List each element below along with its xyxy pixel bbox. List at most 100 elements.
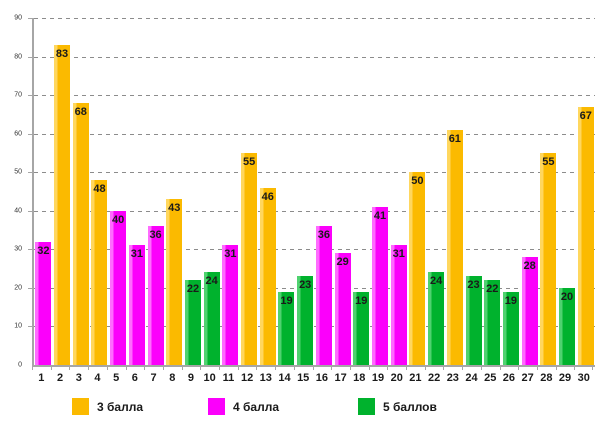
bar-value-label: 50 [411,175,424,188]
bar-value-label: 67 [579,109,592,122]
x-axis-tick [106,365,108,370]
bar-23: 61 [446,129,463,365]
bar-8: 43 [166,199,183,365]
x-axis-tick-label: 4 [94,372,101,384]
bar-slot: 24 [202,18,221,365]
bar-17: 29 [334,253,351,365]
y-axis-tick [28,287,34,289]
legend-label: 5 баллов [383,399,437,414]
legend: 3 балла 4 балла 5 баллов [0,398,600,428]
x-axis-tick-label: 27 [521,372,534,384]
x-axis-tick-label: 17 [334,372,347,384]
legend-label: 3 балла [97,399,144,414]
x-axis-tick [424,365,426,370]
x-axis-tick [144,365,146,370]
x-axis-tick-label: 14 [278,372,291,384]
gridline [34,18,595,19]
bar-3: 68 [72,102,89,365]
x-axis-tick-label: 21 [409,372,422,384]
x-axis-tick-label: 18 [353,372,366,384]
plot-area: 32 83 68 48 40 31 36 43 22 24 31 55 46 19 23 36 29 19 41 31… [28,18,595,367]
x-axis-tick-label: 8 [169,372,176,384]
bar-16: 36 [315,226,332,365]
bar-1: 32 [35,241,52,365]
gridline [34,287,595,289]
bar-value-label: 22 [186,283,200,296]
x-axis-tick-label: 6 [131,372,138,384]
x-axis-tick [125,365,127,370]
bar-value-label: 36 [149,229,162,242]
bar-slot: 67 [576,18,595,365]
y-axis-tick [28,18,34,19]
bar-28: 55 [540,152,557,365]
legend-label: 4 балла [233,399,280,414]
x-axis-tick-label: 13 [259,372,272,384]
x-axis-tick [555,365,557,370]
x-axis-tick [406,365,407,370]
bar-value-label: 46 [261,190,274,203]
legend-item: 5 баллов [358,398,437,415]
x-axis-tick [181,365,183,370]
y-axis-tick-label: 80 [14,53,22,61]
bar-value-label: 19 [504,294,518,307]
y-axis-tick-label: 90 [14,14,22,22]
bar-value-label: 31 [392,248,405,261]
x-axis-tick-label: 16 [315,372,329,384]
bar-10: 24 [203,272,220,365]
bar-slot: 31 [128,18,147,365]
x-axis-tick [480,365,482,370]
x-axis-tick-label: 26 [502,372,516,384]
x-axis-tick [349,365,351,370]
x-axis-tick [574,365,576,370]
bar-value-label: 41 [373,209,387,222]
bar-6: 31 [128,245,145,365]
x-axis-tick [592,365,593,370]
x-axis-tick [237,365,239,370]
x-axis-tick [162,365,164,370]
x-axis-tick [256,365,258,370]
x-axis-tick [518,365,520,370]
y-axis-tick-label: 30 [14,245,22,253]
bar-slot: 55 [539,18,558,365]
bar-slot: 23 [296,18,315,365]
bar-18: 19 [353,291,370,365]
x-axis-tick [88,365,90,370]
bar-24: 23 [465,276,482,365]
x-axis-tick-label: 5 [113,372,120,384]
legend-item: 4 балла [208,398,279,415]
bar-value-label: 22 [486,283,499,296]
gridline [34,172,595,174]
bar-value-label: 19 [280,294,293,307]
x-axis-tick [312,365,314,370]
gridline [34,326,595,328]
y-axis-tick [28,133,34,135]
bar-value-label: 48 [93,182,106,195]
x-axis-tick-label: 19 [371,372,385,384]
x-axis-tick [499,365,501,370]
bar-slot: 19 [352,18,371,365]
x-axis-tick-label: 7 [150,372,157,384]
y-axis-tick-label: 0 [18,361,22,369]
bar-slot: 40 [109,18,128,365]
y-axis-tick [28,210,34,212]
bar-4: 48 [91,179,108,365]
bar-25: 22 [484,280,501,365]
x-axis-labels: 1 2 3 4 5 6 7 8 9 10 11 12 13 14 15 16 17 18 19 20 21 22 23 24 2… [32,372,593,384]
bar-slot: 22 [483,18,502,365]
legend-item: 3 балла [72,398,143,415]
bar-value-label: 28 [523,260,536,273]
x-axis-tick [536,365,538,370]
bar-slot: 31 [389,18,408,365]
bar-slot: 41 [371,18,390,365]
bar-slot: 61 [445,18,464,365]
y-axis-tick-label: 50 [14,168,22,176]
bar-slot: 22 [184,18,203,365]
bar-12: 55 [241,152,258,365]
x-axis-tick [293,365,295,370]
bar-value-label: 24 [429,275,443,288]
bar-slot: 50 [408,18,427,365]
bar-value-label: 24 [205,275,218,288]
y-axis-labels: 0 10 20 30 40 50 60 70 80 90 [0,14,26,369]
bar-slot: 23 [464,18,483,365]
